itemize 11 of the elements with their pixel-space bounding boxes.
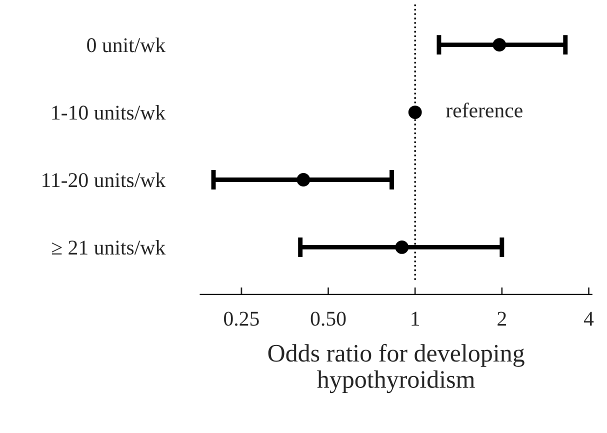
y-tick-label: ≥ 21 units/wk xyxy=(52,240,166,255)
y-tick-label: 0 unit/wk xyxy=(87,38,166,52)
annotation: reference xyxy=(446,102,522,118)
x-tick-label: 4 xyxy=(584,312,594,326)
x-tick-label: 2 xyxy=(498,312,506,326)
x-tick-label: 0.25 xyxy=(224,312,259,326)
y-tick-label: 1-10 units/wk xyxy=(52,105,166,120)
x-tick-label: 1 xyxy=(412,312,420,326)
x-axis-title: Odds ratio for developing hypothyroidism xyxy=(268,344,524,394)
x-tick-label: 0.50 xyxy=(310,312,346,326)
y-tick-label: 11-20 units/wk xyxy=(42,172,166,188)
